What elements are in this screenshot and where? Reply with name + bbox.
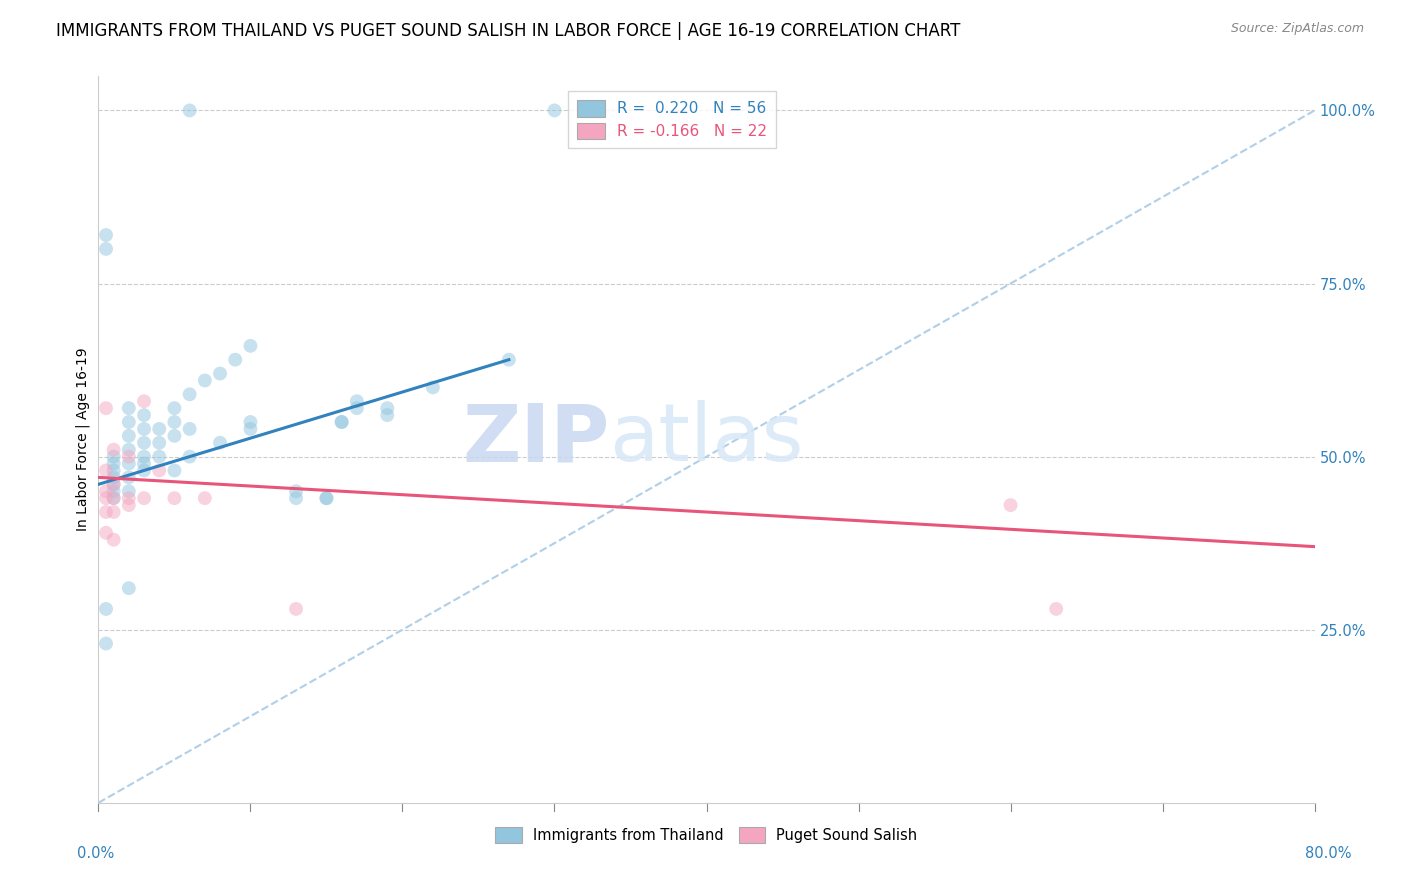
Point	[103, 491, 125, 505]
Point	[498, 352, 520, 367]
Text: ZIP: ZIP	[463, 401, 609, 478]
Point	[179, 103, 201, 118]
Point	[209, 435, 232, 450]
Text: atlas: atlas	[609, 401, 804, 478]
Point	[94, 242, 117, 256]
Text: 80.0%: 80.0%	[1305, 847, 1353, 861]
Point	[179, 422, 201, 436]
Point	[103, 442, 125, 457]
Point	[285, 491, 308, 505]
Text: IMMIGRANTS FROM THAILAND VS PUGET SOUND SALISH IN LABOR FORCE | AGE 16-19 CORREL: IMMIGRANTS FROM THAILAND VS PUGET SOUND …	[56, 22, 960, 40]
Y-axis label: In Labor Force | Age 16-19: In Labor Force | Age 16-19	[76, 348, 90, 531]
Point	[422, 380, 444, 394]
Point	[1000, 498, 1022, 512]
Text: 0.0%: 0.0%	[77, 847, 114, 861]
Point	[1045, 602, 1067, 616]
Point	[239, 422, 262, 436]
Point	[118, 470, 141, 484]
Point	[148, 463, 170, 477]
Point	[94, 525, 117, 540]
Point	[179, 450, 201, 464]
Point	[194, 491, 217, 505]
Point	[103, 457, 125, 471]
Point	[94, 636, 117, 650]
Point	[346, 401, 368, 416]
Point	[346, 394, 368, 409]
Point	[163, 429, 186, 443]
Point	[118, 442, 141, 457]
Point	[118, 498, 141, 512]
Point	[132, 450, 155, 464]
Point	[285, 602, 308, 616]
Point	[94, 463, 117, 477]
Point	[103, 477, 125, 491]
Point	[375, 401, 398, 416]
Point	[194, 374, 217, 388]
Point	[148, 435, 170, 450]
Point	[132, 422, 155, 436]
Point	[209, 367, 232, 381]
Point	[118, 484, 141, 499]
Point	[132, 408, 155, 422]
Point	[163, 401, 186, 416]
Point	[163, 415, 186, 429]
Legend: Immigrants from Thailand, Puget Sound Salish: Immigrants from Thailand, Puget Sound Sa…	[488, 820, 925, 850]
Point	[375, 408, 398, 422]
Point	[132, 463, 155, 477]
Point	[239, 339, 262, 353]
Point	[103, 470, 125, 484]
Point	[103, 477, 125, 491]
Point	[118, 457, 141, 471]
Point	[148, 422, 170, 436]
Point	[103, 463, 125, 477]
Point	[94, 491, 117, 505]
Point	[94, 602, 117, 616]
Point	[285, 484, 308, 499]
Point	[94, 484, 117, 499]
Point	[103, 484, 125, 499]
Point	[163, 491, 186, 505]
Point	[315, 491, 337, 505]
Text: Source: ZipAtlas.com: Source: ZipAtlas.com	[1230, 22, 1364, 36]
Point	[118, 450, 141, 464]
Point	[132, 435, 155, 450]
Point	[103, 533, 125, 547]
Point	[118, 401, 141, 416]
Point	[148, 450, 170, 464]
Point	[118, 581, 141, 595]
Point	[103, 450, 125, 464]
Point	[543, 103, 565, 118]
Point	[224, 352, 246, 367]
Point	[118, 491, 141, 505]
Point	[330, 415, 353, 429]
Point	[118, 415, 141, 429]
Point	[163, 463, 186, 477]
Point	[132, 457, 155, 471]
Point	[315, 491, 337, 505]
Point	[94, 505, 117, 519]
Point	[179, 387, 201, 401]
Point	[132, 394, 155, 409]
Point	[239, 415, 262, 429]
Point	[103, 505, 125, 519]
Point	[132, 491, 155, 505]
Point	[94, 401, 117, 416]
Point	[118, 429, 141, 443]
Point	[330, 415, 353, 429]
Point	[94, 228, 117, 243]
Point	[103, 491, 125, 505]
